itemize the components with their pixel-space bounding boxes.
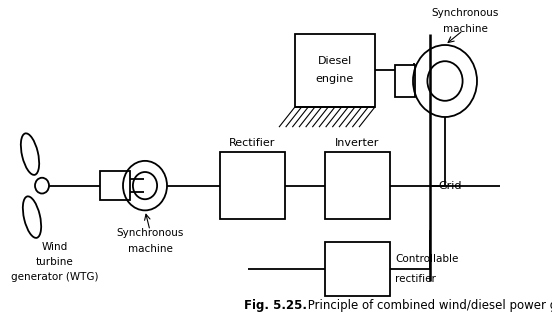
- Bar: [325, 242, 390, 296]
- Bar: [395, 65, 415, 97]
- Bar: [220, 152, 285, 219]
- Text: Diesel: Diesel: [318, 56, 352, 66]
- Text: Fig. 5.25.: Fig. 5.25.: [245, 300, 307, 312]
- Bar: [325, 152, 390, 219]
- Text: Synchronous: Synchronous: [116, 228, 184, 238]
- Text: Synchronous: Synchronous: [431, 9, 498, 19]
- Text: Grid: Grid: [438, 180, 461, 191]
- Text: Controllable: Controllable: [395, 254, 458, 264]
- Text: Inverter: Inverter: [335, 138, 380, 148]
- Text: rectifier: rectifier: [395, 274, 436, 284]
- Text: machine: machine: [443, 24, 487, 34]
- Text: generator (WTG): generator (WTG): [11, 272, 99, 282]
- Text: engine: engine: [316, 74, 354, 84]
- Bar: [295, 34, 375, 107]
- Text: machine: machine: [128, 243, 172, 254]
- Text: Rectifier: Rectifier: [229, 138, 275, 148]
- Text: Principle of combined wind/diesel power generation.: Principle of combined wind/diesel power …: [304, 300, 552, 312]
- Text: turbine: turbine: [36, 257, 74, 267]
- Text: Wind: Wind: [42, 243, 68, 253]
- Bar: [100, 171, 130, 200]
